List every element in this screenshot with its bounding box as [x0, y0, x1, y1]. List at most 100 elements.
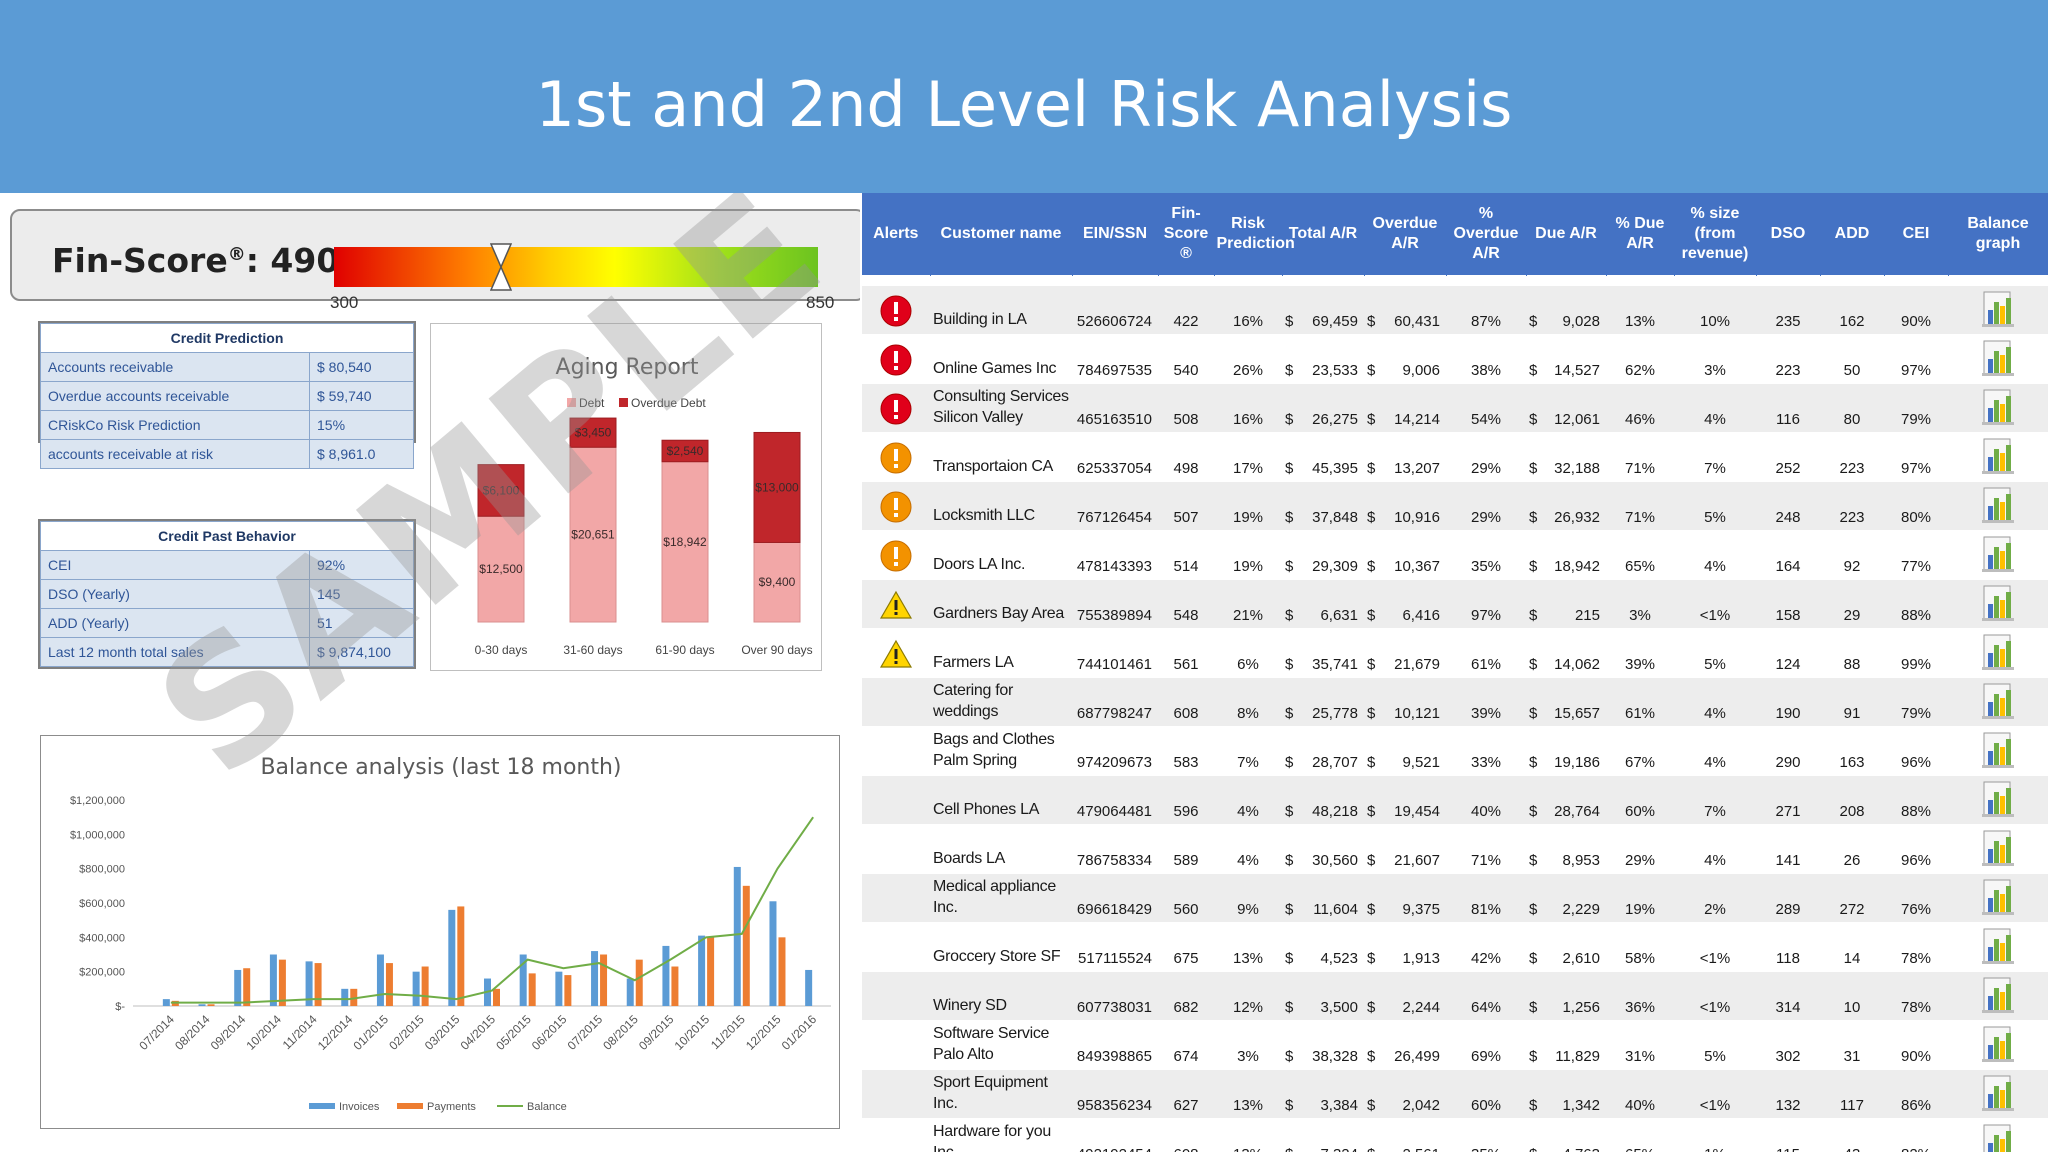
customer-name[interactable]: Doors LA Inc.: [930, 529, 1072, 579]
table-row[interactable]: Sport Equipment Inc. 958356234 627 13% $3,38…: [862, 1068, 2048, 1118]
currency-symbol: $: [1367, 1047, 1376, 1065]
bar-chart-icon[interactable]: [1978, 536, 2018, 579]
table-row[interactable]: Boards LA 786758334 589 4% $30,560 $21,607 71%…: [862, 823, 2048, 873]
bar-chart-icon[interactable]: [1978, 683, 2018, 726]
column-header[interactable]: Overdue A/R: [1364, 193, 1447, 275]
dso: 289: [1756, 872, 1820, 922]
error-icon[interactable]: [879, 295, 913, 332]
customer-name[interactable]: Catering for weddings: [930, 676, 1072, 726]
total-ar: $45,395: [1282, 431, 1364, 481]
currency-symbol: $: [1529, 753, 1538, 771]
caution-triangle-icon[interactable]: [879, 639, 913, 675]
bar-chart-icon[interactable]: [1978, 1026, 2018, 1069]
alert-cell: [862, 529, 930, 579]
currency-symbol: $: [1529, 851, 1538, 869]
error-icon[interactable]: [879, 344, 913, 381]
cei: 90%: [1884, 284, 1948, 334]
customer-name[interactable]: Groccery Store SF: [930, 921, 1072, 971]
balance-bar-invoices: [769, 901, 777, 1006]
bar-chart-icon[interactable]: [1978, 928, 2018, 971]
table-row[interactable]: Bags and Clothes Palm Spring 974209673 583…: [862, 725, 2048, 775]
table-row[interactable]: Consulting Services Silicon Valley 465163…: [862, 382, 2048, 432]
column-header[interactable]: % Overdue A/R: [1446, 193, 1527, 275]
column-header[interactable]: Risk Prediction: [1214, 193, 1295, 275]
warning-circle-icon[interactable]: [879, 442, 913, 479]
customer-name[interactable]: Building in LA: [930, 284, 1072, 334]
column-header[interactable]: % Due A/R: [1606, 193, 1675, 275]
alert-cell: [862, 970, 930, 1020]
customer-name[interactable]: Boards LA: [930, 823, 1072, 873]
column-header[interactable]: ADD: [1820, 193, 1885, 275]
table-row[interactable]: Winery SD 607738031 682 12% $3,500 $2,244 64% $…: [862, 970, 2048, 1020]
table-row[interactable]: Catering for weddings 687798247 608 8% $25,7…: [862, 676, 2048, 726]
customer-name[interactable]: Software Service Palo Alto: [930, 1019, 1072, 1069]
overdue-ar: $9,521: [1364, 725, 1446, 775]
bar-chart-icon[interactable]: [1978, 781, 2018, 824]
table-row[interactable]: Gardners Bay Area 755389894 548 21% $6,631 $6…: [862, 578, 2048, 628]
table-row[interactable]: Locksmith LLC 767126454 507 19% $37,848 $10,9…: [862, 480, 2048, 530]
column-header[interactable]: CEI: [1884, 193, 1949, 275]
table-row[interactable]: Farmers LA 744101461 561 6% $35,741 $21,679 61…: [862, 627, 2048, 677]
column-header[interactable]: Fin-Score ®: [1158, 193, 1215, 275]
customer-name[interactable]: Transportaion CA: [930, 431, 1072, 481]
column-header[interactable]: Total A/R: [1282, 193, 1365, 275]
error-icon[interactable]: [879, 393, 913, 430]
table-row[interactable]: Building in LA 526606724 422 16% $69,459 $60,…: [862, 284, 2048, 334]
caution-triangle-icon[interactable]: [879, 590, 913, 626]
warning-circle-icon[interactable]: [879, 540, 913, 577]
warning-circle-icon[interactable]: [879, 491, 913, 528]
customer-name[interactable]: Winery SD: [930, 970, 1072, 1020]
total-ar-value: 35,741: [1312, 655, 1358, 673]
cei: 88%: [1884, 578, 1948, 628]
column-header[interactable]: EIN/SSN: [1072, 193, 1159, 275]
table-row[interactable]: Doors LA Inc. 478143393 514 19% $29,309 $10,3…: [862, 529, 2048, 579]
column-header[interactable]: Due A/R: [1526, 193, 1607, 275]
customer-name[interactable]: Hardware for you Inc: [930, 1117, 1072, 1152]
column-header[interactable]: DSO: [1756, 193, 1821, 275]
customer-name[interactable]: Cell Phones LA: [930, 774, 1072, 824]
table-row[interactable]: Medical appliance Inc. 696618429 560 9% $11,…: [862, 872, 2048, 922]
column-header[interactable]: Customer name: [930, 193, 1073, 275]
balance-bar-payments: [742, 885, 750, 1006]
column-header[interactable]: Alerts: [862, 193, 931, 275]
customer-name[interactable]: Medical appliance Inc.: [930, 872, 1072, 922]
customer-name[interactable]: Farmers LA: [930, 627, 1072, 677]
alert-cell: [862, 627, 930, 677]
table-row[interactable]: Groccery Store SF 517115524 675 13% $4,523 $1…: [862, 921, 2048, 971]
bar-chart-icon[interactable]: [1978, 879, 2018, 922]
overdue-ar: $26,499: [1364, 1019, 1446, 1069]
bar-chart-icon[interactable]: [1978, 389, 2018, 432]
bar-chart-icon[interactable]: [1978, 830, 2018, 873]
total-ar-value: 48,218: [1312, 802, 1358, 820]
customer-name[interactable]: Bags and Clothes Palm Spring: [930, 725, 1072, 775]
bar-chart-icon[interactable]: [1978, 585, 2018, 628]
customer-name[interactable]: Locksmith LLC: [930, 480, 1072, 530]
table-row[interactable]: Transportaion CA 625337054 498 17% $45,395 $1…: [862, 431, 2048, 481]
table-row[interactable]: Hardware for you Inc49219245460813%$7,32…: [862, 1117, 2048, 1152]
due-ar: $26,932: [1526, 480, 1606, 530]
bar-chart-icon[interactable]: [1978, 1075, 2018, 1118]
bar-chart-icon[interactable]: [1978, 1124, 2018, 1152]
overdue-ar-value: 26,499: [1394, 1047, 1440, 1065]
overdue-ar: $2,561: [1364, 1117, 1446, 1152]
table-row[interactable]: Cell Phones LA 479064481 596 4% $48,218 $19,4…: [862, 774, 2048, 824]
customer-name[interactable]: Gardners Bay Area: [930, 578, 1072, 628]
customer-name[interactable]: Sport Equipment Inc.: [930, 1068, 1072, 1118]
customer-name[interactable]: Consulting Services Silicon Valley: [930, 382, 1072, 432]
column-header[interactable]: Balance graph: [1948, 193, 2048, 275]
bar-chart-icon[interactable]: [1978, 634, 2018, 677]
column-header[interactable]: % size (from revenue): [1674, 193, 1757, 275]
total-ar: $3,384: [1282, 1068, 1364, 1118]
table-row[interactable]: Online Games Inc 784697535 540 26% $23,533 $9…: [862, 333, 2048, 383]
bar-chart-icon[interactable]: [1978, 977, 2018, 1020]
bar-chart-icon[interactable]: [1978, 340, 2018, 383]
overdue-ar-value: 10,121: [1394, 704, 1440, 722]
bar-chart-icon[interactable]: [1978, 291, 2018, 334]
bar-chart-icon[interactable]: [1978, 438, 2018, 481]
table-row[interactable]: Software Service Palo Alto 849398865 674 3%…: [862, 1019, 2048, 1069]
bar-chart-icon[interactable]: [1978, 487, 2018, 530]
customer-name[interactable]: Online Games Inc: [930, 333, 1072, 383]
legend-label-invoices: Invoices: [339, 1101, 380, 1113]
pct-overdue-ar: 33%: [1446, 725, 1526, 775]
bar-chart-icon[interactable]: [1978, 732, 2018, 775]
